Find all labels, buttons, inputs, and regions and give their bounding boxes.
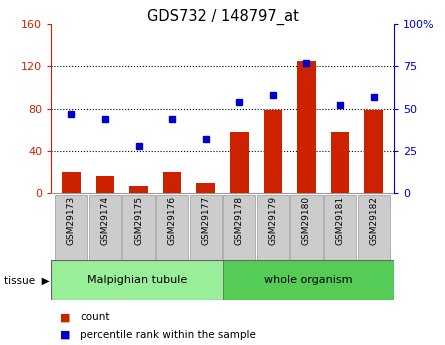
- Bar: [96, 176, 114, 193]
- Bar: [196, 183, 215, 193]
- Text: Malpighian tubule: Malpighian tubule: [87, 275, 187, 285]
- Text: GSM29175: GSM29175: [134, 196, 143, 245]
- Text: GSM29177: GSM29177: [201, 196, 210, 245]
- Bar: [223, 195, 255, 260]
- Bar: [190, 195, 222, 260]
- Bar: [230, 132, 249, 193]
- Text: GSM29180: GSM29180: [302, 196, 311, 245]
- Bar: [357, 195, 390, 260]
- Bar: [364, 110, 383, 193]
- Bar: [122, 195, 155, 260]
- Text: GSM29181: GSM29181: [336, 196, 344, 245]
- Bar: [263, 110, 282, 193]
- Text: ■: ■: [60, 313, 71, 322]
- Bar: [290, 195, 323, 260]
- Text: GSM29182: GSM29182: [369, 196, 378, 245]
- Bar: [331, 132, 349, 193]
- Bar: [156, 195, 188, 260]
- Bar: [297, 61, 316, 193]
- Bar: [223, 260, 394, 300]
- Bar: [324, 195, 356, 260]
- Text: percentile rank within the sample: percentile rank within the sample: [80, 330, 256, 339]
- Bar: [163, 172, 182, 193]
- Text: ■: ■: [60, 330, 71, 339]
- Text: count: count: [80, 313, 109, 322]
- Text: GSM29176: GSM29176: [168, 196, 177, 245]
- Bar: [257, 195, 289, 260]
- Text: GSM29173: GSM29173: [67, 196, 76, 245]
- Bar: [89, 195, 121, 260]
- Bar: [55, 195, 88, 260]
- Text: GDS732 / 148797_at: GDS732 / 148797_at: [146, 9, 299, 25]
- Text: GSM29178: GSM29178: [235, 196, 244, 245]
- Bar: [51, 260, 223, 300]
- Text: tissue  ▶: tissue ▶: [4, 276, 50, 286]
- Text: GSM29174: GSM29174: [101, 196, 109, 245]
- Text: whole organism: whole organism: [264, 275, 353, 285]
- Bar: [62, 172, 81, 193]
- Bar: [129, 186, 148, 193]
- Text: GSM29179: GSM29179: [268, 196, 277, 245]
